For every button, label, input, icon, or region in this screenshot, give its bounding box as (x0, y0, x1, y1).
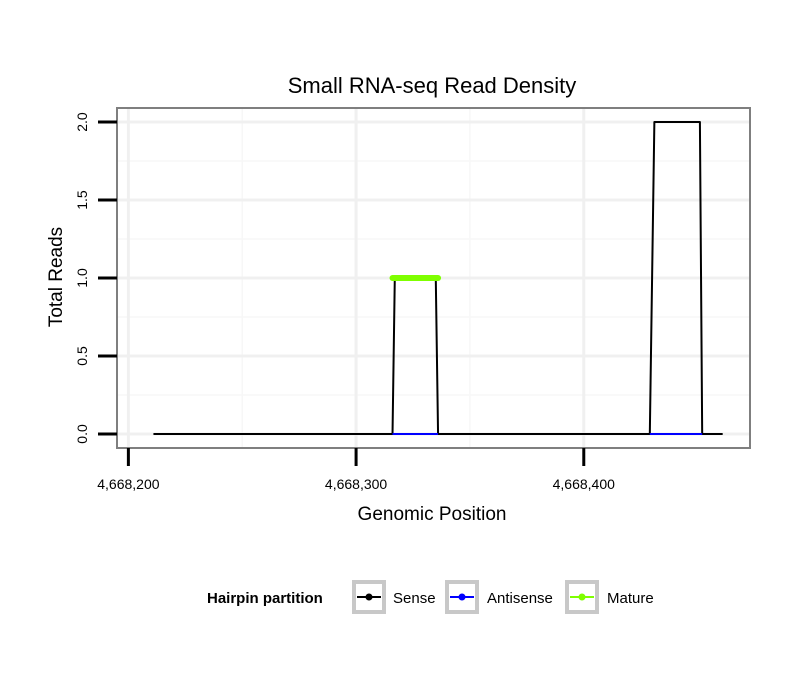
legend: Hairpin partition Sense Antisense Mature (207, 580, 654, 614)
x-axis-ticks: 4,668,200 4,668,300 4,668,400 (97, 448, 615, 492)
legend-label-mature: Mature (607, 590, 654, 607)
legend-label-antisense: Antisense (487, 590, 553, 607)
legend-key-dot (458, 593, 466, 601)
legend-label-sense: Sense (393, 590, 436, 607)
x-axis-title: Genomic Position (358, 504, 507, 525)
legend-key-mature (565, 580, 599, 614)
chart-title: Small RNA-seq Read Density (288, 73, 577, 98)
y-tick-label: 1.5 (74, 190, 90, 210)
y-tick-label: 0.0 (74, 424, 90, 444)
x-tick-label: 4,668,200 (97, 476, 159, 492)
legend-key-dot (365, 593, 373, 601)
legend-title: Hairpin partition (207, 590, 323, 607)
legend-key-antisense (445, 580, 479, 614)
y-axis-title: Total Reads (46, 227, 67, 327)
legend-key-dot (578, 593, 586, 601)
y-tick-label: 0.5 (74, 346, 90, 366)
x-tick-label: 4,668,400 (553, 476, 615, 492)
y-tick-label: 2.0 (74, 112, 90, 132)
y-tick-label: 1.0 (74, 268, 90, 288)
x-tick-label: 4,668,300 (325, 476, 387, 492)
y-axis-ticks: 0.0 0.5 1.0 1.5 2.0 (74, 112, 117, 444)
legend-key-sense (352, 580, 386, 614)
series-group (153, 121, 723, 435)
series-sense-line (153, 121, 723, 435)
